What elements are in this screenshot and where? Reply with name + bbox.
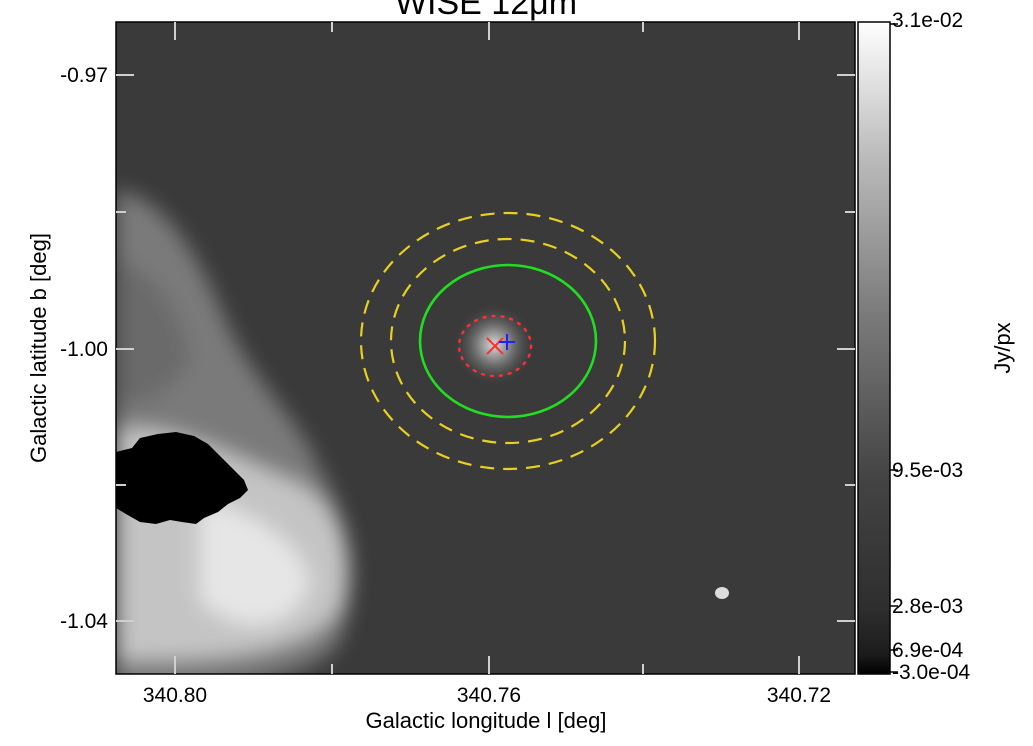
peak-cross-marker bbox=[486, 337, 504, 355]
outer-background-ellipse bbox=[359, 211, 657, 471]
x-tick-label: 340.76 bbox=[457, 684, 521, 707]
plot-title: WISE 12μm bbox=[395, 0, 577, 22]
axis-ticks bbox=[116, 22, 855, 674]
position-plus-marker bbox=[499, 334, 515, 350]
colorbar-label: Jy/px bbox=[990, 322, 1015, 373]
y-tick-label: -0.97 bbox=[60, 64, 108, 87]
y-tick-label: -1.00 bbox=[60, 338, 108, 361]
colorbar bbox=[857, 21, 898, 675]
y-tick-label: -1.04 bbox=[60, 610, 108, 633]
colorbar-tick-label: -3.0e-04 bbox=[892, 661, 971, 684]
source-ellipse bbox=[418, 263, 598, 419]
inner-background-ellipse bbox=[389, 237, 627, 445]
aperture-ellipse bbox=[457, 314, 533, 378]
x-axis-title: Galactic longitude l [deg] bbox=[366, 708, 607, 733]
x-tick-label: 340.80 bbox=[143, 684, 207, 707]
beam-ellipse bbox=[715, 587, 729, 599]
image-panel bbox=[116, 22, 855, 674]
x-tick-label: 340.72 bbox=[767, 684, 831, 707]
saturated-region bbox=[116, 432, 248, 524]
colorbar-tick-label: 6.9e-04 bbox=[892, 639, 964, 662]
colorbar-tick-label: 3.1e-02 bbox=[892, 9, 963, 32]
y-axis-title: Galactic latitude b [deg] bbox=[26, 233, 51, 463]
colorbar-tick-label: 9.5e-03 bbox=[892, 459, 963, 482]
colorbar-tick-label: 2.8e-03 bbox=[892, 595, 963, 618]
